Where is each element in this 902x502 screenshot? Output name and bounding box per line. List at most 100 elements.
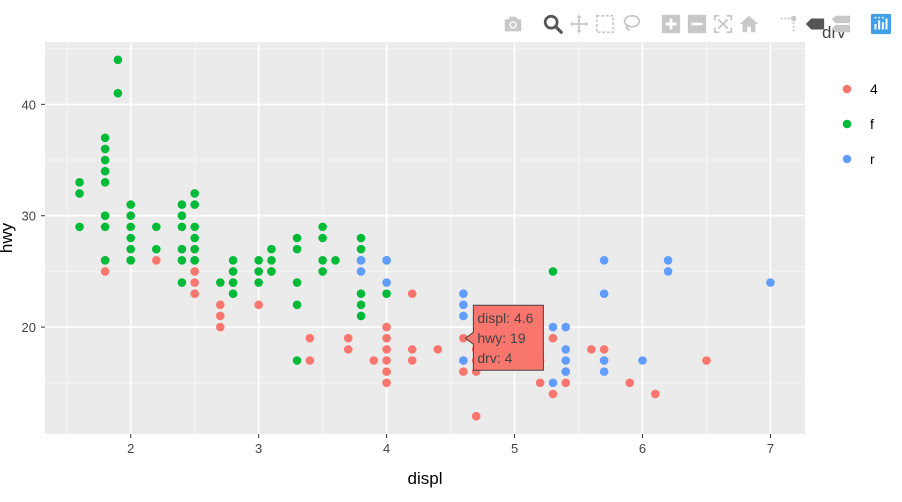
data-point-f[interactable]: [228, 255, 238, 265]
data-point-f[interactable]: [356, 300, 366, 310]
data-point-4[interactable]: [190, 267, 199, 276]
data-point-r[interactable]: [561, 345, 571, 354]
data-point-f[interactable]: [254, 255, 263, 265]
data-point-f[interactable]: [177, 278, 187, 287]
data-point-f[interactable]: [356, 233, 366, 243]
data-point-f[interactable]: [254, 278, 263, 287]
legend[interactable]: drv 4fr: [822, 23, 878, 167]
data-point-4[interactable]: [702, 356, 711, 365]
data-point-f[interactable]: [292, 300, 302, 310]
data-point-r[interactable]: [459, 311, 468, 321]
data-point-f[interactable]: [318, 222, 327, 232]
data-point-f[interactable]: [190, 244, 199, 254]
lasso-select-icon[interactable]: [618, 11, 644, 37]
zoom-in-icon[interactable]: [658, 11, 684, 37]
data-point-f[interactable]: [75, 222, 84, 232]
data-point-4[interactable]: [100, 267, 110, 276]
data-point-f[interactable]: [100, 166, 110, 176]
data-point-f[interactable]: [215, 278, 225, 287]
data-point-f[interactable]: [152, 222, 161, 232]
data-point-r[interactable]: [599, 367, 609, 376]
legend-marker-4[interactable]: [842, 84, 852, 94]
data-point-4[interactable]: [215, 311, 225, 321]
data-point-4[interactable]: [535, 378, 545, 388]
data-point-4[interactable]: [305, 356, 315, 365]
data-point-4[interactable]: [625, 378, 635, 388]
data-point-f[interactable]: [100, 255, 110, 265]
data-point-f[interactable]: [190, 233, 199, 243]
data-point-f[interactable]: [152, 244, 161, 254]
data-point-f[interactable]: [292, 278, 302, 287]
spike-lines-icon[interactable]: [776, 11, 802, 37]
data-point-r[interactable]: [548, 378, 558, 388]
data-point-f[interactable]: [292, 356, 302, 365]
data-point-4[interactable]: [382, 322, 391, 332]
data-point-4[interactable]: [152, 255, 161, 265]
data-point-r[interactable]: [382, 255, 391, 265]
data-point-r[interactable]: [459, 356, 468, 365]
data-point-f[interactable]: [318, 233, 327, 243]
data-point-4[interactable]: [382, 345, 391, 354]
data-point-f[interactable]: [267, 267, 276, 276]
data-point-f[interactable]: [100, 211, 110, 221]
data-point-4[interactable]: [382, 356, 391, 365]
data-point-4[interactable]: [548, 333, 558, 343]
data-point-4[interactable]: [343, 345, 353, 354]
data-point-f[interactable]: [177, 222, 187, 232]
data-point-4[interactable]: [407, 289, 417, 298]
data-point-r[interactable]: [356, 267, 366, 276]
data-point-f[interactable]: [126, 200, 136, 209]
legend-marker-r[interactable]: [842, 154, 852, 164]
data-point-f[interactable]: [228, 267, 238, 276]
data-point-f[interactable]: [254, 267, 263, 276]
data-point-f[interactable]: [126, 211, 136, 221]
data-point-f[interactable]: [100, 133, 110, 143]
data-point-f[interactable]: [356, 289, 366, 298]
data-point-r[interactable]: [599, 255, 609, 265]
data-point-f[interactable]: [356, 311, 366, 321]
data-point-4[interactable]: [343, 333, 353, 343]
data-point-4[interactable]: [382, 333, 391, 343]
pan-icon[interactable]: [566, 11, 592, 37]
data-point-f[interactable]: [113, 88, 123, 98]
data-point-f[interactable]: [267, 255, 276, 265]
data-point-f[interactable]: [331, 255, 340, 265]
reset-axes-icon[interactable]: [736, 11, 762, 37]
data-point-f[interactable]: [292, 244, 302, 254]
data-point-f[interactable]: [267, 244, 276, 254]
data-point-f[interactable]: [190, 200, 199, 209]
data-point-f[interactable]: [190, 189, 199, 198]
data-point-r[interactable]: [599, 356, 609, 365]
data-point-r[interactable]: [356, 255, 366, 265]
data-point-f[interactable]: [190, 255, 199, 265]
data-point-f[interactable]: [126, 255, 136, 265]
camera-icon[interactable]: [500, 11, 526, 37]
data-point-f[interactable]: [228, 289, 238, 298]
data-point-r[interactable]: [561, 367, 571, 376]
data-point-4[interactable]: [254, 300, 263, 310]
data-point-4[interactable]: [369, 356, 379, 365]
data-point-f[interactable]: [318, 255, 327, 265]
data-point-r[interactable]: [599, 289, 609, 298]
data-point-f[interactable]: [75, 189, 84, 198]
data-point-r[interactable]: [638, 356, 647, 365]
data-point-f[interactable]: [100, 144, 110, 154]
data-point-f[interactable]: [177, 255, 187, 265]
data-point-f[interactable]: [318, 267, 327, 276]
data-point-r[interactable]: [459, 289, 468, 298]
data-point-f[interactable]: [126, 233, 136, 243]
hover-compare-icon[interactable]: [828, 11, 854, 37]
data-point-f[interactable]: [228, 278, 238, 287]
data-point-r[interactable]: [663, 267, 673, 276]
data-point-4[interactable]: [433, 345, 443, 354]
data-point-4[interactable]: [407, 345, 417, 354]
data-point-r[interactable]: [561, 322, 571, 332]
data-point-4[interactable]: [561, 378, 571, 388]
data-point-f[interactable]: [100, 178, 110, 187]
plotly-logo-icon[interactable]: [868, 11, 894, 37]
data-point-f[interactable]: [356, 244, 366, 254]
data-point-4[interactable]: [459, 367, 468, 376]
data-point-4[interactable]: [407, 356, 417, 365]
legend-label-f[interactable]: f: [870, 116, 874, 132]
data-point-r[interactable]: [459, 300, 468, 310]
